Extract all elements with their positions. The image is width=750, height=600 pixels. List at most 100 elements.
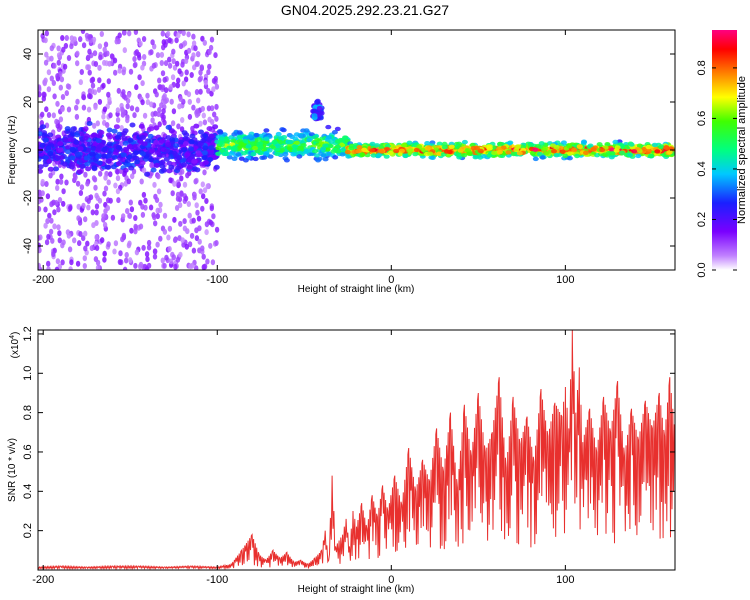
heat-cell — [59, 173, 64, 180]
heat-cell — [155, 207, 160, 214]
heat-cell — [78, 36, 83, 43]
spectrogram-y-ticks: -40 -20 0 20 40 — [22, 48, 675, 254]
heat-cell — [207, 49, 212, 55]
heat-cell — [193, 45, 198, 52]
heat-cell — [261, 155, 268, 160]
heat-cell — [187, 98, 192, 105]
heat-cell — [184, 69, 189, 76]
heat-cell — [383, 154, 390, 159]
heat-cell — [402, 153, 409, 159]
heat-cell — [182, 141, 189, 147]
x-tick-label: -200 — [32, 574, 54, 586]
heat-cell — [194, 61, 199, 67]
heat-cell — [178, 96, 183, 102]
heat-cell — [89, 245, 95, 252]
heat-cell — [120, 152, 127, 158]
snr-y-label: SNR (10 * v/v) — [7, 438, 18, 502]
heat-cell — [96, 86, 102, 93]
heat-cell — [186, 47, 192, 54]
heat-cell — [43, 206, 48, 213]
heat-cell — [46, 86, 52, 93]
heat-cell — [132, 143, 139, 149]
heat-cell — [140, 151, 146, 157]
heat-cell — [60, 35, 65, 41]
heat-cell — [90, 209, 96, 216]
heat-cell — [171, 108, 177, 115]
heat-cell — [293, 140, 300, 145]
heat-cell — [57, 237, 62, 244]
heat-cell — [206, 126, 213, 132]
heat-cell — [194, 265, 199, 270]
heat-cell — [369, 141, 376, 147]
snr-frame — [37, 329, 676, 571]
heat-cell — [83, 245, 88, 252]
heat-cell — [129, 122, 136, 128]
heat-cell — [286, 140, 293, 145]
heat-cell — [60, 106, 65, 113]
heat-cell — [197, 225, 202, 232]
heat-cell — [356, 145, 363, 150]
heat-cell — [126, 144, 133, 150]
heat-cell — [101, 153, 108, 159]
y-tick-label: 0 — [22, 147, 34, 153]
heat-cell — [271, 139, 278, 145]
heat-cell — [149, 49, 154, 56]
heat-cell — [133, 262, 138, 269]
heat-cell — [51, 80, 56, 86]
heat-cell — [400, 143, 407, 148]
heat-cell — [55, 178, 60, 185]
heat-cell — [122, 266, 128, 270]
heat-cell — [194, 235, 200, 242]
heat-cell — [43, 37, 48, 44]
heat-cell — [106, 127, 113, 133]
heat-cell — [198, 120, 203, 127]
heat-cell — [500, 145, 507, 150]
heat-cell — [539, 155, 546, 160]
colorbar-tick-label: 0.2 — [696, 212, 708, 227]
heat-cell — [106, 78, 112, 85]
heat-cell — [47, 151, 54, 156]
heat-cell — [208, 145, 214, 151]
heat-cell — [203, 79, 208, 86]
heat-cell — [376, 152, 383, 157]
heat-cell — [566, 144, 573, 149]
heat-cell — [102, 221, 108, 228]
heat-cell — [168, 154, 175, 160]
heat-cell — [201, 253, 206, 260]
heat-cell — [189, 72, 194, 78]
heat-cell — [161, 39, 166, 46]
heat-cell — [505, 150, 512, 155]
heat-cell — [291, 144, 298, 149]
heat-cell — [156, 111, 161, 118]
heat-cell — [553, 145, 560, 150]
heat-cell — [144, 266, 150, 270]
heat-cell — [48, 228, 54, 235]
heat-cell — [201, 112, 206, 119]
heat-cell — [41, 95, 46, 102]
heat-cell — [38, 235, 41, 242]
heat-cell — [95, 259, 101, 266]
heat-cell — [436, 151, 443, 156]
heat-cell — [142, 54, 147, 60]
heat-cell — [172, 180, 177, 187]
heat-cell — [101, 147, 108, 153]
heat-cell — [106, 241, 111, 248]
heat-cell — [153, 248, 158, 255]
heat-cell — [144, 251, 150, 258]
heat-cell — [46, 233, 51, 240]
heat-cell — [63, 137, 70, 143]
heat-cell — [176, 181, 181, 188]
heat-cell — [82, 263, 88, 269]
heat-cell — [127, 30, 132, 37]
heat-cell — [78, 79, 84, 86]
heat-cell — [114, 134, 121, 140]
heat-cell — [159, 160, 166, 165]
heat-cell — [209, 90, 214, 97]
heat-cell — [312, 149, 318, 154]
heat-cell — [170, 74, 176, 81]
heat-cell — [218, 136, 225, 142]
colorbar-tick-label: 0.0 — [696, 262, 708, 277]
heat-cell — [202, 169, 207, 176]
heat-cell — [45, 193, 51, 200]
heat-cell — [178, 251, 183, 258]
